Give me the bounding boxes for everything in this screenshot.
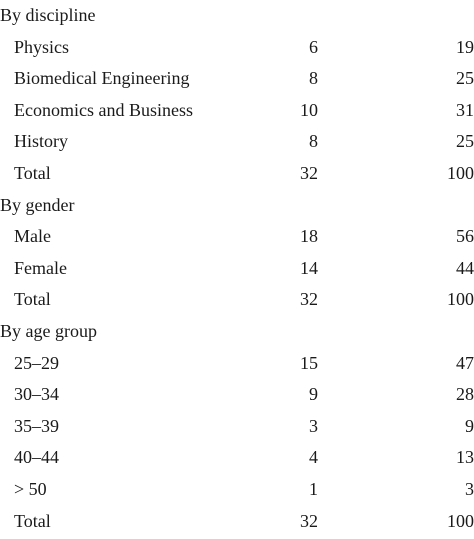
section-heading: By age group (0, 321, 97, 341)
table-row: > 50 1 3 (0, 474, 474, 506)
table-row: History 8 25 (0, 126, 474, 158)
row-percent: 13 (456, 447, 474, 468)
row-percent: 31 (456, 99, 474, 120)
table-row: Male 18 56 (0, 221, 474, 253)
row-label: History (14, 131, 68, 152)
row-label: Economics and Business (14, 99, 193, 120)
table-row-total: Total 32 100 (0, 506, 474, 538)
row-label: Total (14, 163, 51, 183)
table-row: 30–34 9 28 (0, 379, 474, 411)
row-count: 1 (309, 479, 318, 499)
row-percent: 100 (447, 163, 474, 183)
row-percent: 44 (456, 257, 474, 278)
row-percent: 25 (456, 68, 474, 89)
row-label: Biomedical Engineering (14, 68, 190, 89)
row-count: 4 (309, 447, 318, 468)
row-label: Female (14, 257, 67, 278)
row-count: 32 (300, 163, 318, 183)
row-label: > 50 (14, 479, 47, 499)
row-count: 10 (300, 99, 318, 120)
table-row: 35–39 3 9 (0, 411, 474, 443)
row-label: Male (14, 226, 51, 247)
row-percent: 47 (456, 352, 474, 373)
table-row: 40–44 4 13 (0, 442, 474, 474)
row-label: Total (14, 289, 51, 310)
row-percent: 19 (456, 36, 474, 57)
row-count: 32 (300, 289, 318, 310)
row-label: Physics (14, 36, 70, 57)
row-percent: 9 (465, 415, 474, 436)
row-percent: 100 (447, 289, 474, 310)
row-percent: 28 (456, 384, 474, 405)
table-row-total: Total 32 100 (0, 158, 474, 190)
table-row: Female 14 44 (0, 253, 474, 285)
row-count: 32 (300, 510, 318, 531)
section-heading: By discipline (0, 5, 96, 25)
row-count: 9 (309, 384, 318, 405)
row-label: 35–39 (14, 415, 59, 436)
row-percent: 100 (447, 510, 474, 531)
table-row: Physics 6 19 (0, 32, 474, 64)
row-label: Total (14, 510, 51, 531)
row-percent: 25 (456, 131, 474, 152)
row-count: 15 (300, 352, 318, 373)
table-row-total: Total 32 100 (0, 284, 474, 316)
table-row: 25–29 15 47 (0, 348, 474, 380)
row-count: 3 (309, 415, 318, 436)
row-count: 6 (309, 36, 318, 57)
section-heading: By gender (0, 194, 75, 215)
section-heading-gender: By gender (0, 190, 474, 222)
row-percent: 56 (456, 226, 474, 247)
row-label: 25–29 (14, 352, 59, 373)
row-count: 14 (300, 257, 318, 278)
row-count: 18 (300, 226, 318, 247)
row-label: 40–44 (14, 447, 59, 468)
table-row: Economics and Business 10 31 (0, 95, 474, 127)
section-heading-age-group: By age group (0, 316, 474, 348)
row-count: 8 (309, 131, 318, 152)
row-count: 8 (309, 68, 318, 89)
row-percent: 3 (465, 479, 474, 499)
row-label: 30–34 (14, 384, 59, 405)
section-heading-discipline: By discipline (0, 0, 474, 32)
table-row: Biomedical Engineering 8 25 (0, 63, 474, 95)
